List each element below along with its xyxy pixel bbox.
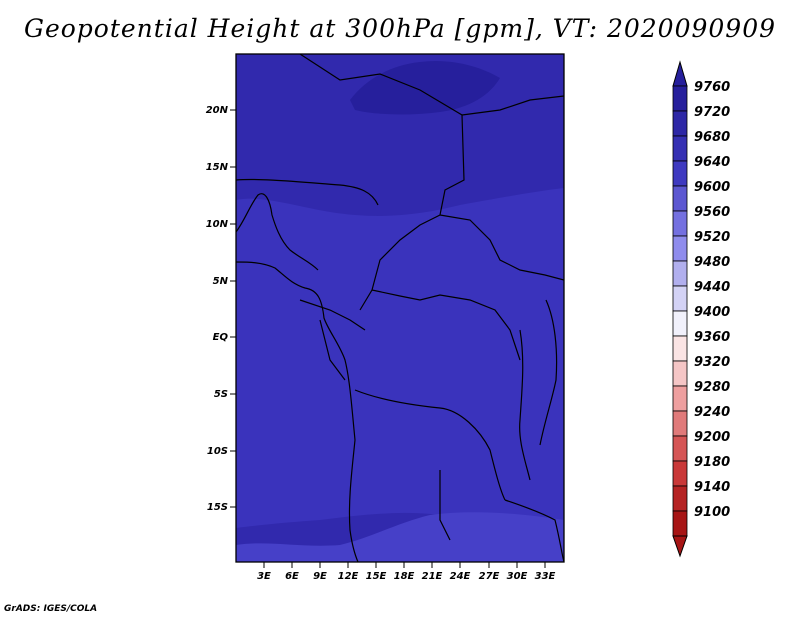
colorbar-swatch xyxy=(672,235,688,262)
lat-label: 10S xyxy=(207,446,228,457)
colorbar-label: 9320 xyxy=(694,355,730,370)
lat-label: 15N xyxy=(206,162,229,173)
colorbar-swatch xyxy=(672,160,688,187)
colorbar-swatch xyxy=(672,410,688,437)
colorbar-top-arrow xyxy=(672,60,688,87)
field-low-south xyxy=(236,512,564,562)
colorbar-label: 9520 xyxy=(694,230,730,245)
colorbar-label: 9760 xyxy=(694,80,730,95)
colorbar-swatch xyxy=(672,210,688,237)
lon-label: 27E xyxy=(479,571,500,582)
colorbar-label: 9400 xyxy=(694,305,730,320)
colorbar-swatch xyxy=(672,85,688,112)
colorbar-label: 9280 xyxy=(694,380,730,395)
lon-label: 9E xyxy=(313,571,327,582)
colorbar-swatch xyxy=(672,485,688,512)
lat-label: EQ xyxy=(213,332,229,343)
lat-label: 20N xyxy=(206,105,229,116)
lon-label: 33E xyxy=(535,571,556,582)
lat-label: 5S xyxy=(214,389,228,400)
lon-axis: 3E 6E 9E 12E 15E 18E 21E 24E 27E 30E 33E xyxy=(257,562,556,582)
colorbar-label: 9100 xyxy=(694,505,730,520)
colorbar-label: 9640 xyxy=(694,155,730,170)
footer-credit: GrADS: IGES/COLA xyxy=(4,604,98,614)
lat-label: 5N xyxy=(213,276,229,287)
map-panel xyxy=(235,53,565,563)
lat-axis: 20N 15N 10N 5N EQ 5S 10S 15S xyxy=(206,105,236,513)
colorbar-swatch xyxy=(672,285,688,312)
colorbar-label: 9480 xyxy=(694,255,730,270)
colorbar-swatch xyxy=(672,335,688,362)
colorbar-bottom-arrow xyxy=(672,535,688,558)
chart-title: Geopotential Height at 300hPa [gpm], VT:… xyxy=(23,14,777,43)
colorbar: 9760 9720 9680 9640 9600 9560 9520 9480 9440 9400… xyxy=(672,60,730,558)
colorbar-swatch xyxy=(672,135,688,162)
colorbar-swatch xyxy=(672,185,688,212)
map-frame xyxy=(235,53,565,563)
colorbar-swatch xyxy=(672,310,688,337)
colorbar-label: 9140 xyxy=(694,480,730,495)
colorbar-label: 9680 xyxy=(694,130,730,145)
colorbar-swatch xyxy=(672,510,688,537)
colorbar-label: 9200 xyxy=(694,430,730,445)
colorbar-swatch xyxy=(672,460,688,487)
colorbar-label: 9180 xyxy=(694,455,730,470)
lon-label: 15E xyxy=(366,571,387,582)
colorbar-swatch xyxy=(672,260,688,287)
colorbar-label: 9600 xyxy=(694,180,730,195)
field-mid-band xyxy=(236,188,564,540)
lon-label: 18E xyxy=(394,571,415,582)
colorbar-label: 9720 xyxy=(694,105,730,120)
lon-label: 21E xyxy=(422,571,443,582)
lat-label: 10N xyxy=(206,219,229,230)
lat-label: 15S xyxy=(207,502,228,513)
colorbar-label: 9440 xyxy=(694,280,730,295)
colorbar-label: 9240 xyxy=(694,405,730,420)
colorbar-label: 9560 xyxy=(694,205,730,220)
colorbar-label: 9360 xyxy=(694,330,730,345)
colorbar-swatch xyxy=(672,435,688,462)
lon-label: 24E xyxy=(450,571,471,582)
colorbar-swatch xyxy=(672,110,688,137)
colorbar-swatch xyxy=(672,385,688,412)
lon-label: 12E xyxy=(338,571,359,582)
lon-label: 3E xyxy=(257,571,271,582)
field-highest-north xyxy=(350,60,500,115)
lon-label: 30E xyxy=(507,571,528,582)
lon-label: 6E xyxy=(285,571,299,582)
coastlines xyxy=(236,54,564,562)
colorbar-swatch xyxy=(672,360,688,387)
